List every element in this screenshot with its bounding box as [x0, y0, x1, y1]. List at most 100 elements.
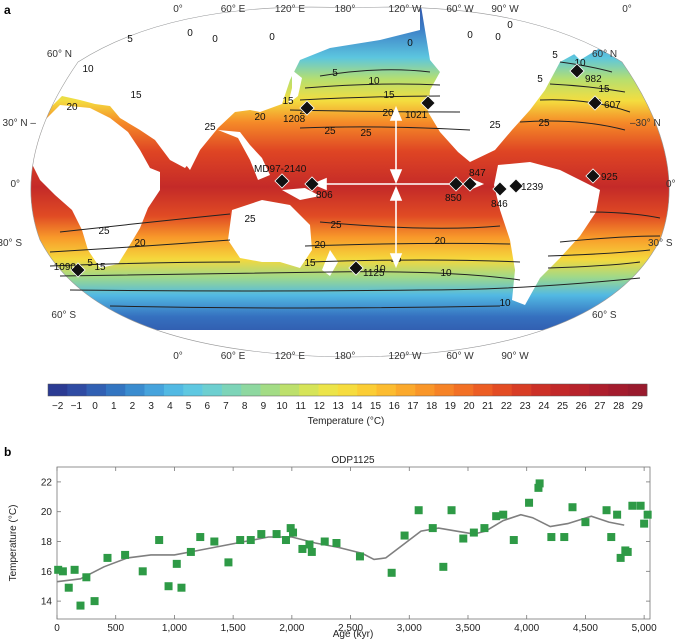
data-point [64, 583, 73, 592]
colorbar-swatch [434, 384, 455, 396]
site-label: 1239 [521, 182, 544, 193]
data-point [400, 531, 409, 540]
contour-label: 10 [368, 76, 380, 87]
contour-label: 25 [330, 220, 342, 231]
site-marker [569, 63, 585, 79]
colorbar-swatch [511, 384, 532, 396]
contour-label: 0 [407, 38, 413, 49]
land-india [165, 118, 205, 170]
isotherm-south-0 [109, 305, 501, 309]
site-marker [304, 176, 320, 192]
colorbar-swatch [144, 384, 165, 396]
isotherm-north-5 [319, 69, 431, 77]
right-latitude-label: 60° S [592, 310, 617, 321]
contour-label: 15 [282, 96, 294, 107]
data-point [103, 553, 112, 562]
colorbar-swatch [221, 384, 242, 396]
isotherm-north-15 [299, 83, 626, 101]
site-label: 806 [316, 190, 333, 201]
colorbar-swatch [337, 384, 358, 396]
core-sites: 982 607 1021 1208 MD97-2140 806 847 850 846 1239 9… [54, 63, 621, 279]
colorbar-swatch [473, 384, 493, 396]
colorbar-swatch [395, 384, 416, 396]
contour-label: 0 [269, 32, 275, 43]
colorbar-swatch [453, 384, 474, 396]
colorbar-swatch [608, 384, 628, 396]
data-point [298, 544, 307, 553]
bottom-longitude-label: 120° W [389, 351, 422, 362]
data-point [70, 565, 79, 574]
data-point [54, 565, 63, 574]
contour-label: 10 [82, 64, 94, 75]
colorbar-tick-label: 9 [261, 401, 267, 412]
data-point [616, 553, 625, 562]
data-point [82, 573, 91, 582]
data-point [355, 552, 364, 561]
contour-label: 5 [127, 34, 133, 45]
arrow-north-head-top [389, 105, 403, 121]
data-point [525, 498, 534, 507]
data-point [640, 519, 649, 528]
data-point [581, 518, 590, 527]
colorbar-swatch [531, 384, 551, 396]
colorbar-swatch [105, 384, 126, 396]
site-label: 982 [585, 74, 602, 85]
left-latitude-label: 60° N [47, 49, 72, 60]
x-tick-label: 500 [107, 623, 124, 634]
x-tick-label: 5,000 [632, 623, 657, 634]
left-latitude-label: 30° S [0, 238, 22, 249]
contour-label: 25 [324, 126, 336, 137]
site-marker [448, 176, 464, 192]
colorbar-swatch [183, 384, 203, 396]
contour-label: 10 [499, 298, 511, 309]
data-point [534, 483, 543, 492]
left-latitude-label: 60° S [51, 310, 76, 321]
site-marker [299, 100, 315, 116]
land-new-zealand [322, 250, 338, 276]
land-south-america [494, 162, 600, 305]
isotherm-south-5 [69, 277, 641, 292]
contour-label: 10 [440, 268, 452, 279]
site-label: MD97-2140 [254, 164, 307, 175]
contour-label: 20 [254, 112, 266, 123]
data-point [186, 547, 195, 556]
contour-label: 20 [134, 238, 146, 249]
data-point [459, 534, 468, 543]
right-latitude-label: 60° N [592, 49, 617, 60]
contour-label: 10 [374, 264, 386, 275]
left-latitude-label: 0° [10, 179, 20, 190]
colorbar-tick-label: −1 [71, 401, 83, 412]
x-tick-label: 4,500 [573, 623, 598, 634]
site-label: 1021 [405, 110, 428, 121]
colorbar-swatch [260, 384, 281, 396]
data-point [272, 530, 281, 539]
data-point [305, 540, 314, 549]
colorbar-swatch [627, 384, 648, 396]
colorbar-tick-label: 19 [445, 401, 457, 412]
data-point [535, 479, 544, 488]
arrow-south-head-top [389, 185, 403, 201]
top-longitude-label: 0° [173, 4, 183, 15]
colorbar-swatch [376, 384, 397, 396]
data-point [499, 510, 508, 519]
colorbar-tick-label: 26 [576, 401, 588, 412]
data-point [281, 536, 290, 545]
data-point [636, 501, 645, 510]
contour-label: 20 [434, 236, 446, 247]
contour-label: 15 [598, 84, 610, 95]
contour-label: 25 [98, 226, 110, 237]
data-point [509, 536, 518, 545]
top-longitude-label: 60° E [221, 4, 246, 15]
contour-label: 25 [360, 128, 372, 139]
x-tick-label: 2,000 [279, 623, 304, 634]
chart-title: ODP1125 [331, 455, 375, 466]
colorbar-tick-label: 8 [242, 401, 248, 412]
colorbar-tick-label: 23 [520, 401, 532, 412]
isotherm-north-25 [299, 120, 626, 131]
bottom-longitude-label: 0° [173, 351, 183, 362]
colorbar-swatch [86, 384, 107, 396]
bottom-longitude-label: 60° W [446, 351, 474, 362]
colorbar-swatch [279, 384, 300, 396]
bottom-longitude-label: 180° [335, 351, 356, 362]
